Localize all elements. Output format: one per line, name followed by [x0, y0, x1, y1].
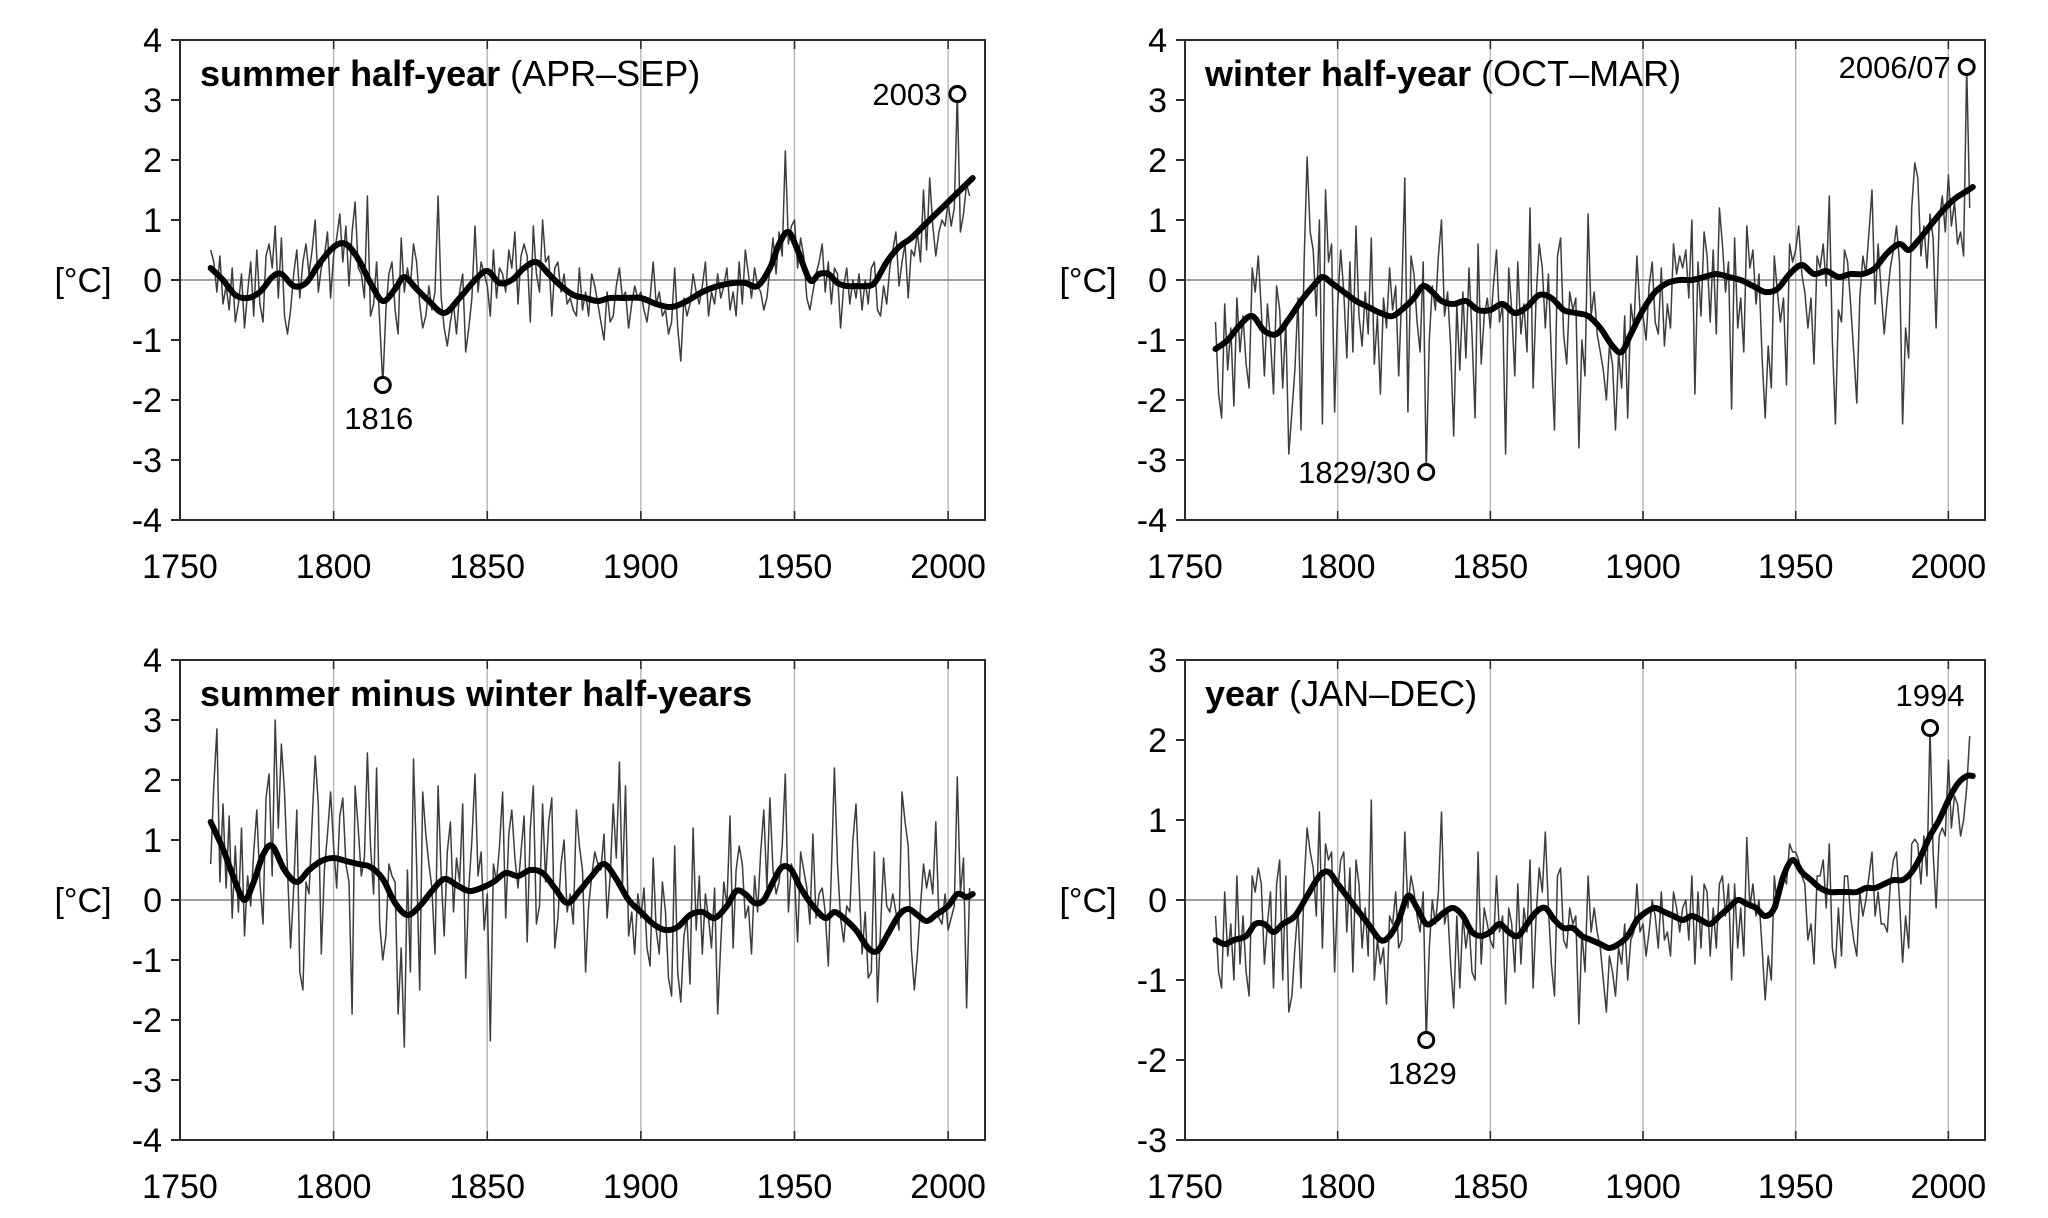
panel-summer-half-year: 4 3 2 1 0 -1 -2 -3 -4 [°C] 1750 1800 1850 1900 1950 200…: [54, 22, 986, 586]
y-axis-unit-label: [°C]: [54, 882, 111, 920]
extreme-marker-circle-2003: [948, 85, 967, 103]
y-tick-label: 2: [143, 762, 162, 800]
smoothed-series-line: [1212, 772, 1976, 951]
x-tick-label: 1750: [1147, 548, 1223, 586]
annual-series-line: [209, 719, 971, 1048]
extreme-marker-circle-1816: [373, 376, 392, 394]
y-tick-label: -1: [1137, 322, 1167, 360]
panel-title: year (JAN–DEC): [1205, 673, 1477, 714]
y-tick-label: 4: [1148, 22, 1167, 60]
y-tick-label: -1: [1137, 962, 1167, 1000]
y-tick-label: -1: [132, 942, 162, 980]
y-tick-label: -1: [132, 322, 162, 360]
x-tick-label: 2000: [910, 548, 986, 586]
panel-title: summer half-year (APR–SEP): [200, 53, 700, 94]
x-tick-label: 1900: [1605, 548, 1681, 586]
annual-series-line: [209, 93, 971, 386]
smoothed-series-line: [207, 819, 976, 955]
y-tick-label: 2: [1148, 142, 1167, 180]
annual-series-line: [1214, 66, 1971, 473]
x-tick-label: 1800: [1300, 548, 1376, 586]
panel-winter-half-year: 4 3 2 1 0 -1 -2 -3 -4 [°C] 1750 1800 1850 1900 1950 200…: [1059, 22, 1987, 586]
y-tick-label: 0: [1148, 882, 1167, 920]
x-tick-label: 1750: [142, 1168, 218, 1206]
extreme-marker-circle-1829: [1417, 1031, 1436, 1049]
smoothed-series-line: [207, 175, 976, 316]
y-tick-label: -3: [1137, 442, 1167, 480]
annotation-label: 1994: [1896, 678, 1965, 713]
y-tick-label: 4: [143, 22, 162, 60]
annual-series-line: [1214, 727, 1971, 1041]
y-tick-label: -3: [1137, 1122, 1167, 1160]
y-tick-label: 3: [1148, 82, 1167, 120]
y-tick-label: -2: [132, 1002, 162, 1040]
y-tick-label: 1: [1148, 802, 1167, 840]
y-tick-label: 1: [143, 202, 162, 240]
x-tick-label: 2000: [910, 1168, 986, 1206]
y-tick-label: 0: [1148, 262, 1167, 300]
y-tick-label: -2: [132, 382, 162, 420]
y-tick-label: 3: [143, 702, 162, 740]
extreme-marker-circle-1994: [1921, 719, 1940, 737]
panel-title: summer minus winter half-years: [200, 673, 752, 714]
y-tick-label: -2: [1137, 382, 1167, 420]
y-tick-label: -3: [132, 442, 162, 480]
x-tick-label: 1900: [603, 548, 679, 586]
x-tick-label: 1950: [1758, 1168, 1834, 1206]
x-tick-label: 1900: [1605, 1168, 1681, 1206]
x-tick-label: 1750: [1147, 1168, 1223, 1206]
y-tick-label: -3: [132, 1062, 162, 1100]
y-tick-label: 0: [143, 882, 162, 920]
y-axis-unit-label: [°C]: [1059, 262, 1116, 300]
annotation-label: 2003: [872, 77, 941, 112]
y-tick-label: -2: [1137, 1042, 1167, 1080]
y-tick-label: 3: [1148, 642, 1167, 680]
x-tick-label: 1850: [1453, 548, 1529, 586]
y-tick-label: 2: [1148, 722, 1167, 760]
x-tick-label: 1850: [1453, 1168, 1529, 1206]
y-tick-label: -4: [1137, 502, 1167, 540]
smoothed-series-line: [1212, 184, 1976, 356]
x-tick-label: 2000: [1911, 1168, 1987, 1206]
x-tick-label: 1950: [757, 548, 833, 586]
x-tick-label: 1950: [1758, 548, 1834, 586]
x-tick-label: 1850: [449, 1168, 525, 1206]
x-tick-label: 1850: [449, 548, 525, 586]
annotation-label: 2006/07: [1839, 50, 1951, 85]
x-tick-label: 1950: [757, 1168, 833, 1206]
x-tick-label: 2000: [1911, 548, 1987, 586]
y-tick-label: 1: [1148, 202, 1167, 240]
x-tick-label: 1800: [296, 548, 372, 586]
y-axis-unit-label: [°C]: [1059, 882, 1116, 920]
x-tick-label: 1800: [1300, 1168, 1376, 1206]
y-tick-label: -4: [132, 1122, 162, 1160]
y-tick-label: 0: [143, 262, 162, 300]
panel-title: winter half-year (OCT–MAR): [1204, 53, 1681, 94]
annotation-label: 1829: [1388, 1056, 1457, 1091]
annotation-label: 1829/30: [1298, 455, 1410, 490]
x-tick-label: 1900: [603, 1168, 679, 1206]
y-tick-label: 2: [143, 142, 162, 180]
y-tick-label: 3: [143, 82, 162, 120]
x-tick-label: 1750: [142, 548, 218, 586]
y-tick-label: 4: [143, 642, 162, 680]
x-tick-label: 1800: [296, 1168, 372, 1206]
extreme-marker-circle-1829-30: [1417, 463, 1436, 481]
panel-year-jan-dec: 3 2 1 0 -1 -2 -3 [°C] 1750 1800 1850 1900 1950 2000 19…: [1059, 642, 1987, 1206]
extreme-marker-circle-2006-07: [1957, 58, 1976, 76]
y-tick-label: -4: [132, 502, 162, 540]
y-axis-unit-label: [°C]: [54, 262, 111, 300]
annotation-label: 1816: [344, 401, 413, 436]
panel-summer-minus-winter: 4 3 2 1 0 -1 -2 -3 -4 [°C] 1750 1800 1850 1900 1950 200…: [54, 642, 986, 1206]
y-tick-label: 1: [143, 822, 162, 860]
